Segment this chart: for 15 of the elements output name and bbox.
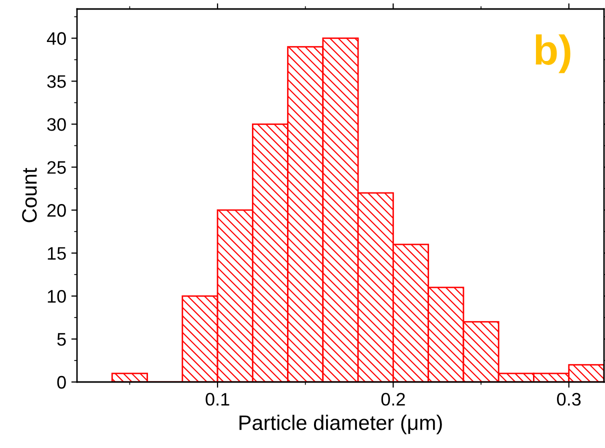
y-axis-title: Count bbox=[22, 168, 37, 222]
y-tick-label: 35 bbox=[47, 75, 66, 88]
y-tick-label: 0 bbox=[57, 376, 66, 389]
x-axis-title: Particle diameter (μm) bbox=[240, 414, 442, 434]
y-tick-label: 40 bbox=[46, 32, 66, 45]
x-tick-label: 0.1 bbox=[206, 392, 230, 406]
y-tick-label: 20 bbox=[47, 204, 66, 217]
y-tick-label: 30 bbox=[47, 118, 66, 131]
x-tick-label: 0.3 bbox=[557, 392, 581, 406]
y-tick-label: 5 bbox=[57, 333, 66, 346]
y-tick-label: 25 bbox=[47, 161, 66, 174]
y-tick-label: 15 bbox=[48, 247, 66, 260]
annotation: b) bbox=[536, 34, 570, 74]
y-tick-label: 10 bbox=[48, 290, 66, 303]
x-tick-label: 0.2 bbox=[381, 392, 405, 406]
